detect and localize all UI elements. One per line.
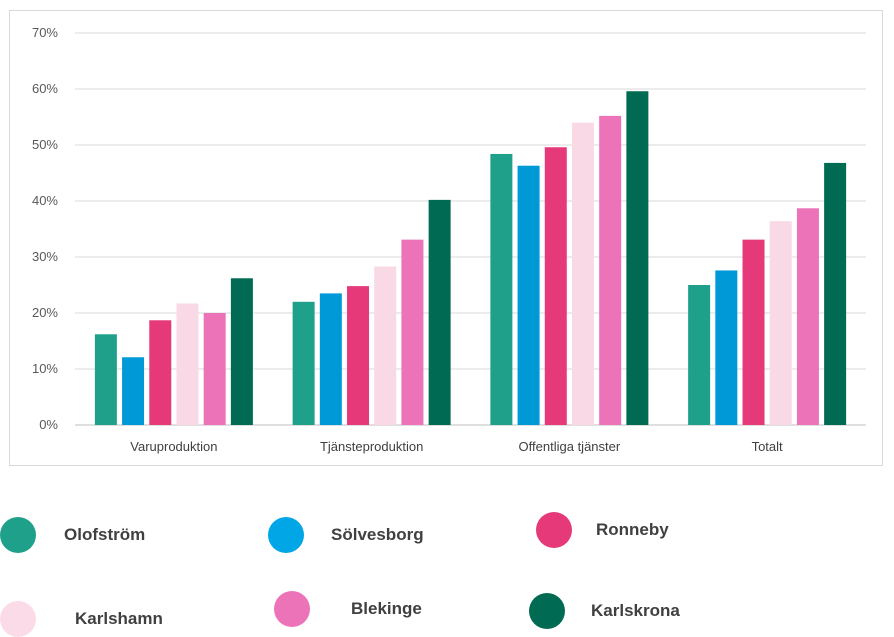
bar — [292, 301, 315, 425]
y-tick-label: 30% — [32, 249, 58, 264]
legend-swatch — [274, 591, 310, 627]
bar — [769, 221, 792, 425]
x-category-label: Tjänsteproduktion — [320, 439, 423, 454]
legend-label: Karlshamn — [75, 609, 163, 628]
y-tick-label: 50% — [32, 137, 58, 152]
bar — [149, 320, 172, 425]
bar — [176, 303, 199, 425]
legend-label: Ronneby — [596, 520, 669, 539]
y-tick-label: 70% — [32, 25, 58, 40]
bar — [230, 278, 253, 425]
y-tick-label: 20% — [32, 305, 58, 320]
legend-item-karlshamn: Karlshamn — [0, 601, 163, 637]
bar — [715, 270, 738, 425]
legend-label: Sölvesborg — [331, 525, 424, 544]
bar — [742, 239, 765, 425]
bar — [517, 165, 540, 425]
bar — [428, 199, 451, 425]
y-tick-label: 10% — [32, 361, 58, 376]
bar — [319, 293, 342, 425]
chart-frame — [9, 10, 883, 466]
bar — [374, 266, 397, 425]
bar — [122, 357, 145, 425]
x-category-label: Totalt — [752, 439, 783, 454]
legend-item-olofstrom: Olofström — [0, 517, 145, 553]
legend-label: Blekinge — [351, 599, 422, 618]
bar — [796, 208, 819, 425]
bar — [599, 115, 622, 425]
bar — [688, 285, 711, 425]
bar-chart: 0% 10% 20% 30% 40% 50% 60% 70% Varuproduktion Tjä… — [32, 25, 866, 454]
x-category-label: Offentliga tjänster — [519, 439, 621, 454]
legend-swatch — [0, 601, 36, 637]
y-tick-label: 40% — [32, 193, 58, 208]
bar — [544, 147, 567, 426]
bar — [401, 239, 424, 425]
bar — [626, 91, 649, 426]
legend-swatch — [529, 593, 565, 629]
legend-label: Olofström — [64, 525, 146, 544]
x-category-label: Varuproduktion — [130, 439, 217, 454]
y-tick-label: 60% — [32, 81, 58, 96]
legend-item-solvesborg: Sölvesborg — [268, 517, 424, 553]
legend-item-karlskrona: Karlskrona — [529, 593, 680, 629]
bar — [347, 286, 370, 425]
legend-label: Karlskrona — [591, 601, 680, 620]
legend-item-ronneby: Ronneby — [536, 512, 669, 548]
bar — [94, 334, 117, 425]
legend-swatch — [268, 517, 304, 553]
bar — [203, 313, 226, 425]
bar — [824, 162, 847, 426]
legend-item-blekinge: Blekinge — [274, 591, 422, 627]
bar — [490, 153, 513, 425]
bar — [571, 122, 594, 425]
legend-swatch — [536, 512, 572, 548]
legend-swatch — [0, 517, 36, 553]
y-tick-label: 0% — [39, 417, 58, 432]
